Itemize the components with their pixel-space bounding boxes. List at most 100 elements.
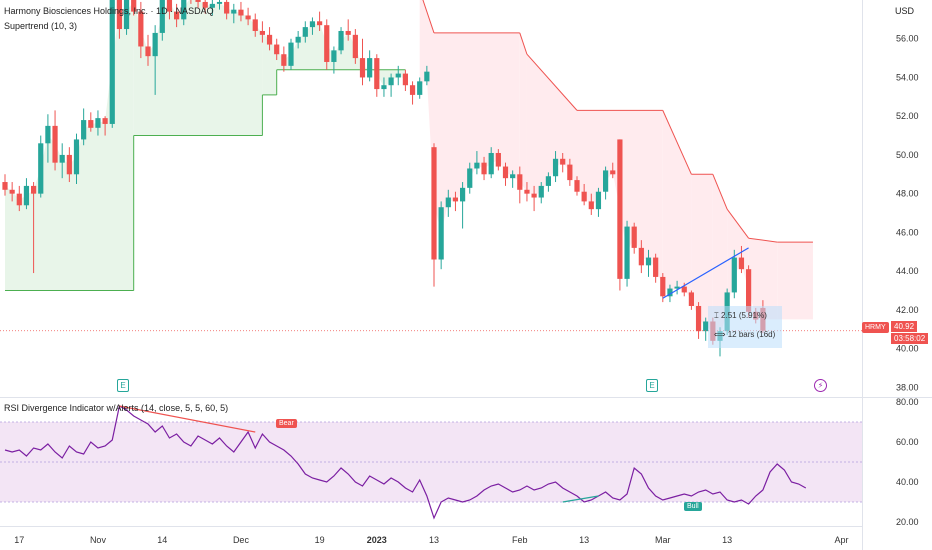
candle-body[interactable] — [567, 164, 573, 181]
candle-body[interactable] — [603, 170, 609, 192]
candle-body[interactable] — [703, 321, 709, 332]
candle-body[interactable] — [95, 118, 101, 128]
candle-body[interactable] — [352, 34, 358, 59]
candle-body[interactable] — [481, 162, 487, 175]
candle-body[interactable] — [574, 180, 580, 192]
candle-body[interactable] — [202, 1, 208, 8]
candle-body[interactable] — [166, 0, 173, 12]
candle-body[interactable] — [266, 34, 273, 45]
candle-body[interactable] — [667, 288, 673, 297]
candle-body[interactable] — [638, 247, 644, 266]
candle-body[interactable] — [102, 118, 108, 124]
candle-body[interactable] — [409, 85, 416, 95]
rsi-series-line[interactable] — [4, 405, 807, 520]
candle-body[interactable] — [631, 226, 637, 248]
dividend-flash-icon[interactable]: ⚡ — [814, 379, 827, 392]
candle-body[interactable] — [452, 197, 459, 202]
candle-body[interactable] — [388, 77, 394, 86]
candle-body[interactable] — [674, 286, 680, 289]
candle-body[interactable] — [259, 30, 265, 35]
candle-body[interactable] — [331, 50, 337, 62]
trend-line-drawing[interactable] — [662, 247, 749, 299]
candle-body[interactable] — [467, 168, 473, 188]
candle-body[interactable] — [460, 187, 466, 202]
candle-body[interactable] — [531, 193, 537, 198]
candle-body[interactable] — [224, 1, 230, 14]
candle-body[interactable] — [52, 125, 58, 163]
candle-body[interactable] — [731, 257, 737, 293]
candle-body[interactable] — [81, 120, 87, 140]
candle-body[interactable] — [431, 147, 437, 260]
candle-body[interactable] — [159, 0, 165, 33]
candle-body[interactable] — [138, 11, 144, 47]
earnings-event-icon[interactable]: E — [117, 379, 129, 392]
candle-body[interactable] — [374, 58, 380, 90]
candle-body[interactable] — [624, 226, 630, 279]
candle-body[interactable] — [109, 0, 115, 124]
candle-body[interactable] — [610, 170, 616, 175]
candle-body[interactable] — [581, 191, 587, 202]
candle-body[interactable] — [88, 120, 94, 128]
candle-body[interactable] — [309, 21, 316, 28]
candle-body[interactable] — [231, 9, 237, 14]
candle-body[interactable] — [152, 32, 158, 57]
candle-body[interactable] — [424, 71, 430, 82]
candle-body[interactable] — [359, 58, 366, 78]
candle-body[interactable] — [116, 0, 122, 30]
candle-body[interactable] — [417, 81, 423, 95]
candle-body[interactable] — [324, 25, 330, 62]
candle-body[interactable] — [445, 197, 451, 208]
candle-body[interactable] — [317, 21, 323, 26]
candle-body[interactable] — [302, 27, 308, 37]
candle-body[interactable] — [653, 257, 659, 277]
candle-body[interactable] — [381, 85, 387, 90]
candle-body[interactable] — [645, 257, 652, 266]
candle-body[interactable] — [695, 305, 702, 332]
candle-body[interactable] — [23, 185, 30, 206]
candle-body[interactable] — [474, 162, 480, 169]
candle-body[interactable] — [660, 276, 666, 297]
candle-body[interactable] — [16, 193, 22, 206]
candle-body[interactable] — [617, 139, 623, 279]
candle-body[interactable] — [38, 143, 44, 194]
candle-body[interactable] — [73, 139, 80, 175]
candle-body[interactable] — [560, 158, 566, 165]
earnings-event-icon[interactable]: E — [646, 379, 658, 392]
candle-body[interactable] — [181, 0, 187, 20]
candle-body[interactable] — [510, 174, 516, 179]
candle-body[interactable] — [281, 54, 287, 66]
candle-body[interactable] — [502, 166, 509, 179]
candle-body[interactable] — [517, 174, 523, 190]
candle-body[interactable] — [595, 191, 602, 210]
candle-body[interactable] — [252, 19, 258, 31]
candle-body[interactable] — [2, 182, 8, 190]
candle-body[interactable] — [345, 30, 351, 35]
rsi-legend[interactable]: RSI Divergence Indicator w/Alerts (14, c… — [4, 403, 229, 413]
candle-body[interactable] — [131, 0, 137, 12]
candle-body[interactable] — [66, 154, 72, 175]
candle-body[interactable] — [216, 1, 223, 4]
measure-tool-box[interactable]: ⌶ 2.51 (5.91%) ⟺ 12 bars (16d) — [708, 306, 782, 348]
candle-body[interactable] — [338, 30, 344, 51]
candle-body[interactable] — [438, 207, 444, 260]
candle-body[interactable] — [688, 292, 694, 306]
candle-body[interactable] — [9, 189, 15, 194]
candle-body[interactable] — [59, 154, 65, 163]
candle-body[interactable] — [681, 286, 687, 293]
candle-body[interactable] — [295, 36, 301, 43]
candle-body[interactable] — [145, 46, 151, 57]
candle-body[interactable] — [588, 201, 594, 210]
candle-body[interactable] — [245, 15, 251, 20]
candle-body[interactable] — [538, 185, 544, 198]
candle-body[interactable] — [524, 189, 530, 194]
candle-body[interactable] — [746, 269, 752, 312]
candle-body[interactable] — [552, 158, 559, 177]
candle-body[interactable] — [402, 73, 408, 86]
supertrend-legend[interactable]: Supertrend (10, 3) — [4, 21, 78, 31]
candle-body[interactable] — [209, 3, 215, 8]
candle-body[interactable] — [195, 0, 201, 2]
candle-body[interactable] — [238, 9, 244, 16]
candle-body[interactable] — [274, 44, 280, 55]
candle-body[interactable] — [288, 42, 294, 66]
